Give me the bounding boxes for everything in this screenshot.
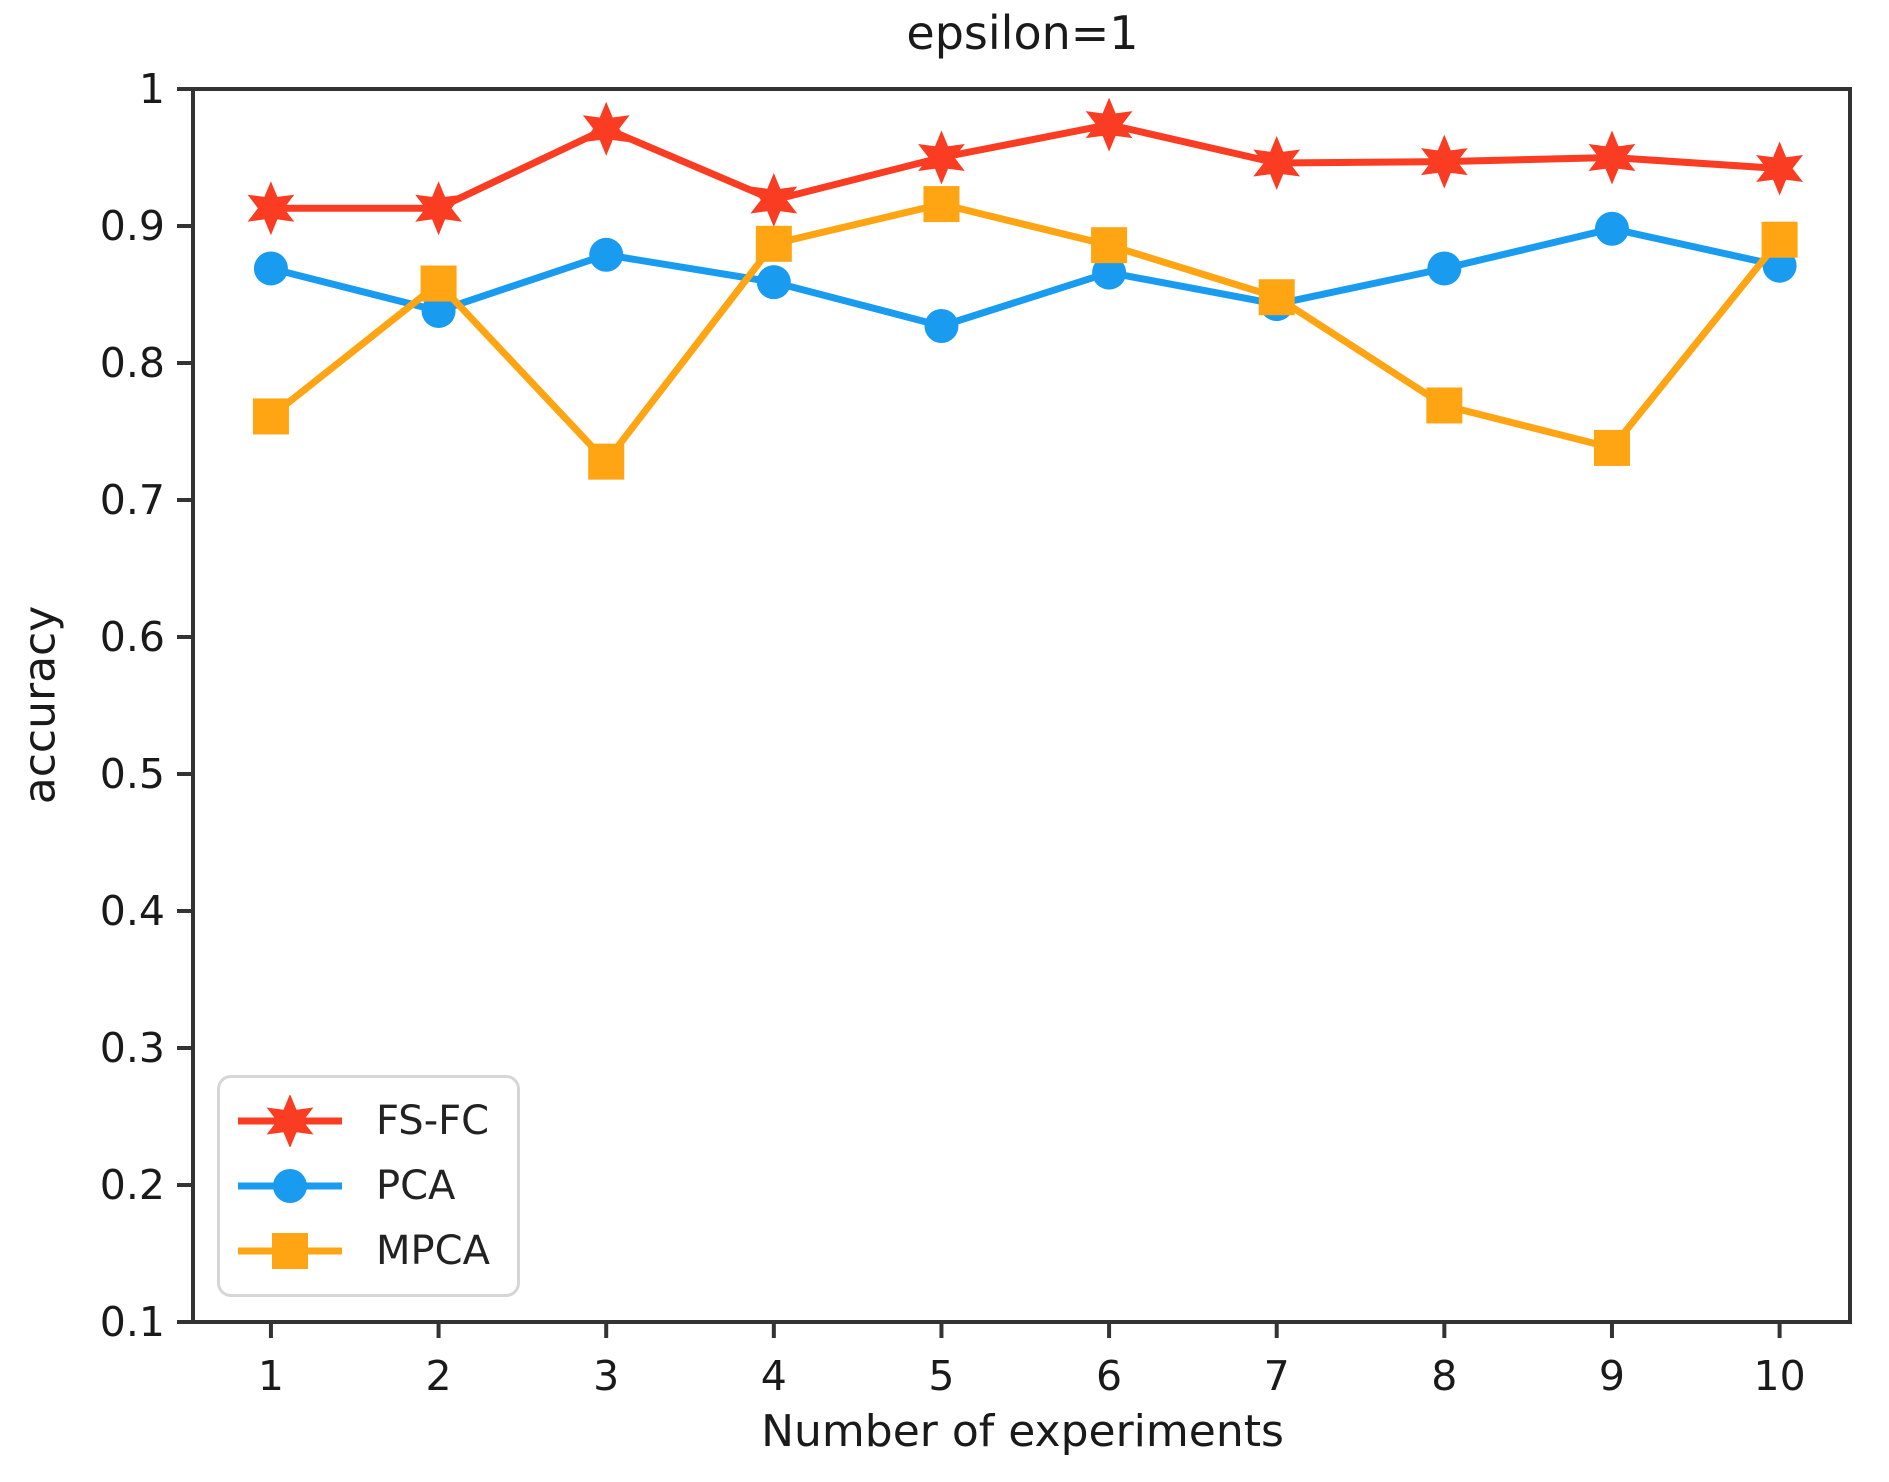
circle-marker bbox=[756, 265, 791, 300]
star-marker bbox=[415, 181, 462, 236]
series-line-PCA bbox=[267, 225, 1784, 330]
x-tick-label: 7 bbox=[1264, 1352, 1290, 1400]
circle-marker bbox=[273, 1168, 307, 1203]
circle-marker bbox=[421, 293, 456, 328]
legend: FS-FC PCA MPCA bbox=[217, 1075, 520, 1297]
square-marker bbox=[252, 398, 289, 435]
square-marker bbox=[1593, 429, 1630, 466]
y-tick-label: 1 bbox=[139, 65, 165, 113]
star-marker bbox=[750, 173, 798, 227]
y-tick-label: 0.8 bbox=[100, 339, 165, 387]
square-marker bbox=[1091, 227, 1128, 264]
x-tick-label: 5 bbox=[928, 1352, 954, 1400]
legend-label: MPCA bbox=[376, 1228, 490, 1275]
square-marker bbox=[923, 186, 960, 223]
y-tick-label: 0.6 bbox=[100, 613, 165, 661]
series-MPCA bbox=[252, 186, 1798, 480]
circle-marker bbox=[924, 309, 959, 344]
square-marker bbox=[1761, 221, 1798, 258]
y-tick-label: 0.2 bbox=[100, 1161, 165, 1209]
star-marker bbox=[582, 101, 630, 156]
y-tick-label: 0.1 bbox=[100, 1298, 165, 1346]
x-tick-label: 8 bbox=[1431, 1352, 1457, 1400]
y-tick-label: 0.7 bbox=[100, 476, 165, 524]
square-marker bbox=[420, 265, 457, 302]
star-marker bbox=[1085, 97, 1133, 152]
y-tick-label: 0.3 bbox=[100, 1024, 165, 1072]
square-marker bbox=[588, 443, 625, 480]
square-marker bbox=[272, 1233, 308, 1270]
plot-frame bbox=[191, 87, 1852, 1324]
star-marker bbox=[247, 181, 295, 236]
star-marker bbox=[1588, 130, 1636, 185]
x-tick-label: 10 bbox=[1754, 1352, 1806, 1400]
circle-marker bbox=[1092, 255, 1127, 290]
square-marker bbox=[1426, 387, 1463, 424]
y-tick-label: 0.9 bbox=[100, 202, 165, 250]
legend-marker-circle bbox=[238, 1168, 342, 1203]
series-line-MPCA bbox=[267, 200, 1784, 466]
series-line-FS-FC bbox=[267, 121, 1784, 212]
star-marker bbox=[1756, 141, 1803, 196]
circle-marker bbox=[589, 237, 624, 272]
series-FS-FC bbox=[247, 97, 1803, 236]
circle-marker bbox=[1427, 251, 1462, 286]
chart-title: epsilon=1 bbox=[906, 6, 1139, 60]
x-axis-label: Number of experiments bbox=[761, 1406, 1284, 1457]
y-tick-label: 0.4 bbox=[100, 887, 165, 935]
star-marker bbox=[1253, 136, 1301, 190]
x-tick-label: 1 bbox=[258, 1352, 284, 1400]
series-PCA bbox=[253, 211, 1797, 344]
x-tick-label: 4 bbox=[761, 1352, 787, 1400]
legend-label: FS-FC bbox=[376, 1097, 490, 1144]
legend-marker-square bbox=[238, 1233, 342, 1270]
x-tick-label: 9 bbox=[1599, 1352, 1625, 1400]
star-marker bbox=[918, 130, 965, 185]
y-tick-label: 0.5 bbox=[100, 750, 165, 798]
legend-marker-star bbox=[238, 1094, 342, 1147]
square-marker bbox=[755, 225, 792, 262]
x-tick-label: 6 bbox=[1096, 1352, 1122, 1400]
legend-item-FS-FC: FS-FC bbox=[234, 1094, 511, 1147]
circle-marker bbox=[253, 251, 288, 286]
x-tick-label: 2 bbox=[426, 1352, 452, 1400]
square-marker bbox=[1258, 279, 1295, 316]
legend-item-MPCA: MPCA bbox=[234, 1225, 511, 1277]
x-tick-label: 3 bbox=[593, 1352, 619, 1400]
star-marker bbox=[1421, 134, 1468, 189]
legend-label: PCA bbox=[376, 1162, 456, 1209]
legend-item-PCA: PCA bbox=[234, 1160, 511, 1212]
circle-marker bbox=[1594, 211, 1629, 246]
star-marker bbox=[266, 1094, 314, 1147]
